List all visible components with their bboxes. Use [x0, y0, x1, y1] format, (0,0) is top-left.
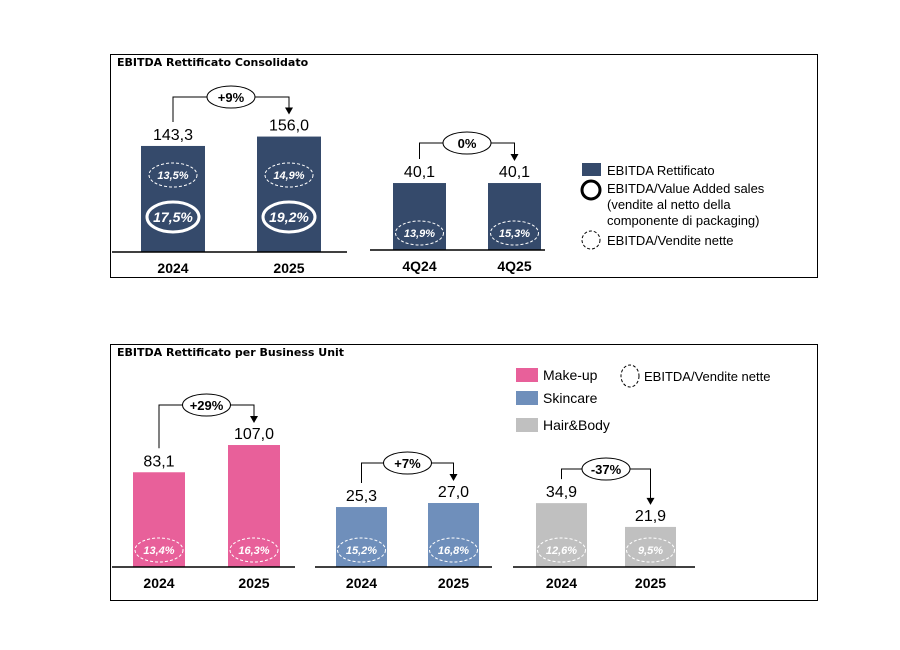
ebitda-net-sales-label: 13,5% [157, 170, 188, 182]
change-label: 0% [458, 136, 477, 151]
dashed-margin-oval [429, 537, 478, 563]
bar [228, 445, 280, 567]
legend-label: EBITDA/Vendite nette [644, 369, 770, 384]
category-label: 2024 [157, 260, 188, 276]
bar [488, 183, 541, 250]
legend-label: (vendite al netto della [607, 197, 731, 212]
category-label: 2024 [546, 575, 577, 591]
category-label: 2025 [273, 260, 304, 276]
legend-solid-circle-icon [580, 179, 602, 201]
legend-label: Make-up [543, 367, 598, 383]
arrow-down-icon [250, 416, 258, 424]
bar [133, 472, 185, 567]
value-label: 34,9 [546, 484, 577, 501]
ebitda-net-sales-label: 15,3% [499, 228, 530, 240]
category-label: 4Q25 [497, 258, 531, 274]
value-label: 143,3 [153, 127, 193, 144]
bar [625, 526, 676, 567]
ebitda-net-sales-label: 16,3% [238, 545, 269, 557]
dashed-margin-oval [337, 537, 386, 563]
category-label: 4Q24 [402, 258, 436, 274]
dashed-margin-oval [264, 162, 314, 188]
ebitda-value-added-label: 19,2% [269, 209, 309, 225]
dashed-margin-oval [148, 162, 198, 188]
legend-square-ebitda [582, 163, 601, 176]
bar [536, 503, 587, 567]
arrow-down-icon [510, 154, 519, 162]
bar [141, 145, 205, 252]
category-label: 2025 [635, 575, 666, 591]
category-label: 2025 [238, 575, 269, 591]
legend-label: EBITDA/Value Added sales [607, 181, 765, 196]
bar [336, 507, 387, 567]
consolidated-title: EBITDA Rettificato Consolidato [117, 56, 309, 69]
ebitda-value-added-label: 17,5% [153, 209, 193, 225]
solid-margin-oval [145, 200, 201, 234]
legend-label: Hair&Body [543, 417, 610, 433]
solid-margin-oval [261, 200, 317, 234]
legend-label: EBITDA/Vendite nette [607, 233, 733, 248]
ebitda-net-sales-label: 16,8% [438, 545, 469, 557]
dashed-margin-oval [395, 220, 444, 246]
change-oval [383, 451, 432, 475]
ebitda-net-sales-label: 14,9% [273, 170, 304, 182]
arrow-down-icon [285, 107, 293, 115]
bar [428, 503, 479, 567]
change-label: +9% [218, 90, 245, 105]
value-label: 21,9 [635, 508, 666, 525]
ebitda-net-sales-label: 13,4% [143, 545, 174, 557]
bar [393, 183, 446, 250]
dashed-margin-oval [537, 537, 586, 563]
value-label: 40,1 [404, 164, 435, 181]
value-label: 25,3 [346, 488, 377, 505]
change-label: -37% [591, 462, 622, 477]
business-unit-title: EBITDA Rettificato per Business Unit [117, 346, 345, 359]
ebitda-net-sales-label: 15,2% [346, 545, 377, 557]
legend-label: EBITDA Rettificato [607, 163, 715, 178]
value-label: 40,1 [499, 164, 530, 181]
dashed-margin-oval [490, 220, 539, 246]
legend-label: Skincare [543, 390, 598, 406]
dashed-margin-oval [626, 537, 675, 563]
arrow-down-icon [646, 497, 655, 505]
arrow-down-icon [449, 474, 458, 482]
value-label: 83,1 [143, 453, 174, 470]
value-label: 27,0 [438, 484, 469, 501]
category-label: 2025 [438, 575, 469, 591]
legend-label: componente di packaging) [607, 213, 760, 228]
change-label: +29% [190, 398, 224, 413]
change-oval [206, 85, 256, 109]
change-oval [182, 393, 231, 417]
legend-dashed-circle-icon [620, 364, 640, 388]
legend-square [516, 368, 538, 382]
bar [257, 136, 321, 252]
dashed-margin-oval [229, 537, 279, 563]
value-label: 156,0 [269, 118, 309, 135]
change-oval [581, 457, 631, 481]
business-unit-panel [110, 344, 818, 601]
legend-square [516, 391, 538, 405]
ebitda-net-sales-label: 13,9% [404, 228, 435, 240]
consolidated-panel [110, 54, 818, 278]
dashed-margin-oval [134, 537, 184, 563]
ebitda-net-sales-label: 9,5% [638, 545, 663, 557]
value-label: 107,0 [234, 426, 274, 443]
ebitda-net-sales-label: 12,6% [546, 545, 577, 557]
change-label: +7% [394, 456, 421, 471]
legend-square [516, 418, 538, 432]
category-label: 2024 [143, 575, 174, 591]
legend-dashed-circle-icon [581, 230, 601, 250]
change-oval [442, 131, 492, 155]
category-label: 2024 [346, 575, 377, 591]
